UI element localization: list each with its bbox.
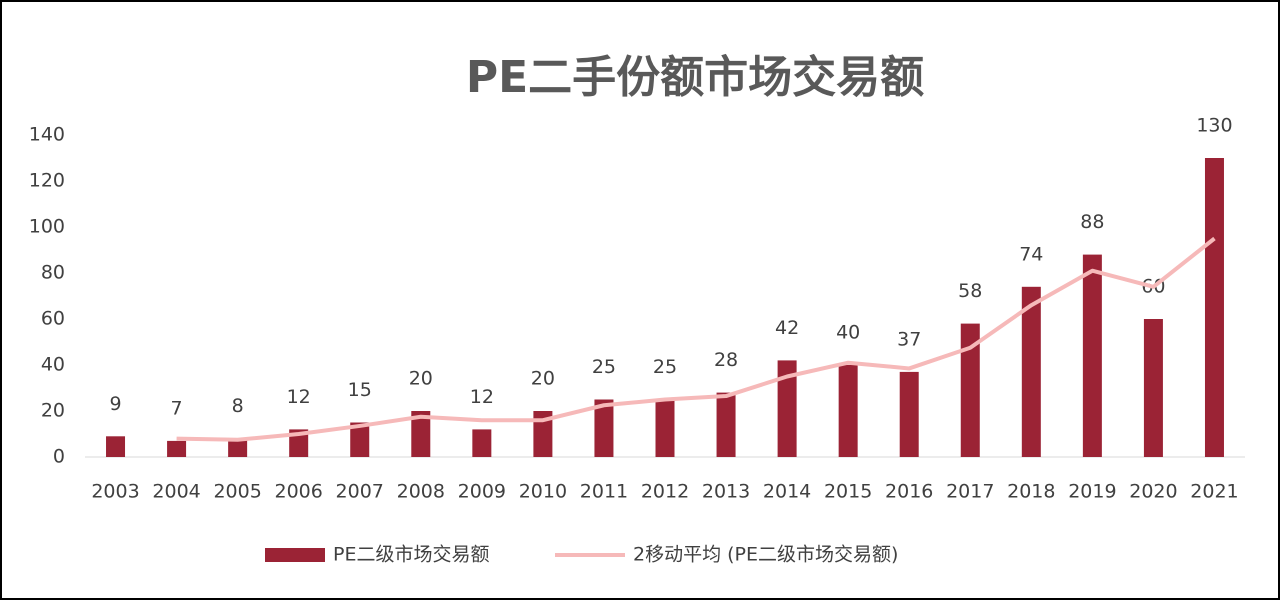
bar (411, 411, 431, 457)
bar (472, 429, 492, 457)
data-label: 40 (836, 322, 860, 344)
bar (533, 411, 553, 457)
x-tick-label: 2006 (275, 481, 323, 503)
x-tick-label: 2003 (91, 481, 139, 503)
data-label: 8 (232, 395, 244, 417)
x-tick-label: 2015 (824, 481, 872, 503)
line (176, 236, 1216, 442)
x-tick-label: 2020 (1129, 481, 1177, 503)
data-label: 42 (775, 317, 799, 339)
bar (838, 365, 858, 457)
bar (350, 422, 370, 457)
data-label: 88 (1080, 211, 1104, 233)
data-label: 15 (348, 379, 372, 401)
data-label: 25 (653, 356, 677, 378)
data-label: 28 (714, 349, 738, 371)
data-label: 25 (592, 356, 616, 378)
x-tick-label: 2011 (580, 481, 628, 503)
bar (655, 399, 675, 457)
x-tick-label: 2016 (885, 481, 933, 503)
data-label: 37 (897, 328, 921, 350)
bar (1204, 158, 1224, 457)
x-tick-label: 2009 (458, 481, 506, 503)
legend-label: PE二级市场交易额 (333, 544, 489, 566)
bar (899, 371, 919, 457)
data-label: 9 (109, 393, 121, 415)
data-label: 20 (531, 368, 555, 390)
bar (106, 436, 126, 457)
x-tick-label: 2007 (336, 481, 384, 503)
y-tick-label: 20 (41, 400, 65, 422)
x-tick-label: 2004 (152, 481, 200, 503)
data-label: 58 (958, 280, 982, 302)
y-tick-label: 100 (29, 216, 65, 238)
chart-title: PE二手份额市场交易额 (466, 52, 924, 103)
legend-label: 2移动平均 (PE二级市场交易额) (633, 544, 898, 566)
y-tick-label: 120 (29, 170, 65, 192)
x-tick-label: 2021 (1190, 481, 1238, 503)
x-tick-label: 2008 (397, 481, 445, 503)
x-tick-label: 2014 (763, 481, 811, 503)
bar (1082, 254, 1102, 457)
y-tick-label: 80 (41, 262, 65, 284)
data-label: 130 (1196, 115, 1232, 137)
legend-swatch (265, 548, 325, 562)
data-label: 74 (1019, 243, 1043, 265)
data-label: 20 (409, 368, 433, 390)
bar (960, 323, 980, 457)
data-label: 7 (171, 397, 183, 419)
y-tick-label: 40 (41, 354, 65, 376)
x-tick-label: 2012 (641, 481, 689, 503)
data-label: 12 (470, 386, 494, 408)
y-tick-label: 140 (29, 124, 65, 146)
bar (594, 399, 614, 457)
x-tick-label: 2018 (1007, 481, 1055, 503)
bar (1143, 319, 1163, 457)
bar (716, 392, 736, 457)
x-tick-label: 2019 (1068, 481, 1116, 503)
x-tick-label: 2017 (946, 481, 994, 503)
y-tick-label: 60 (41, 308, 65, 330)
y-tick-label: 0 (53, 446, 65, 468)
x-tick-label: 2005 (213, 481, 261, 503)
bar (777, 360, 797, 457)
x-tick-label: 2010 (519, 481, 567, 503)
bar (228, 438, 248, 457)
bar (167, 440, 187, 457)
x-tick-label: 2013 (702, 481, 750, 503)
bar (1021, 286, 1041, 457)
data-label: 12 (287, 386, 311, 408)
